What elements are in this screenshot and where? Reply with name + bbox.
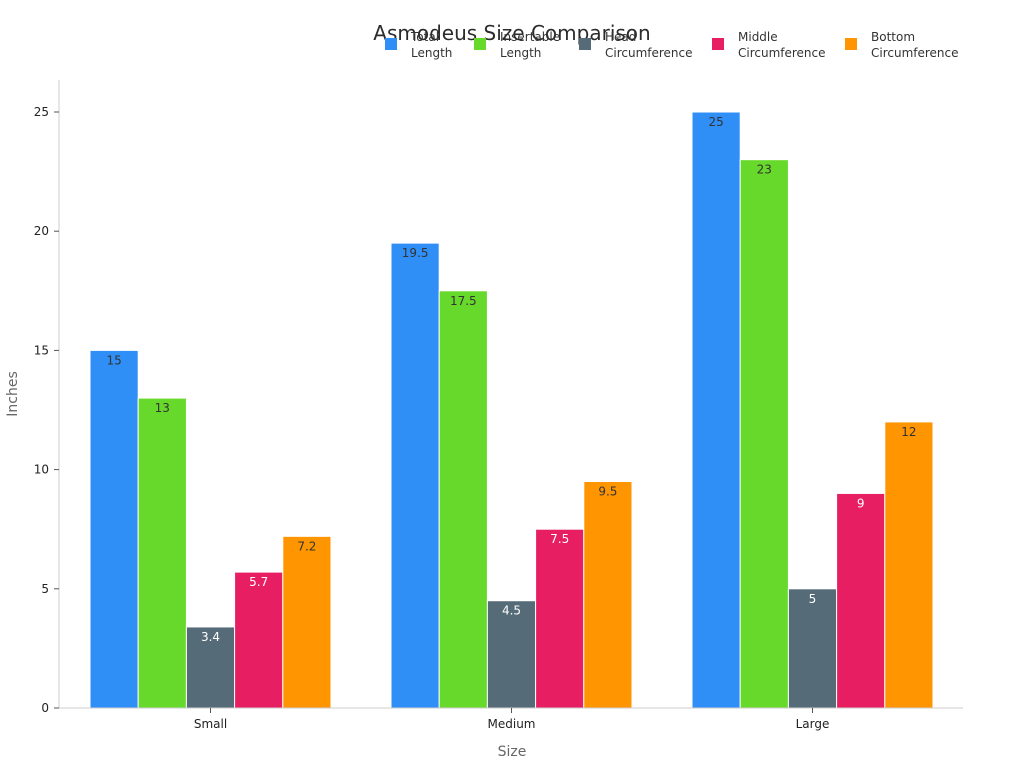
bar-value-label: 15: [106, 353, 121, 367]
bar: [486, 600, 537, 709]
legend: Total Length Insertable Length Head Circumfer…: [385, 30, 959, 60]
bar-value-label: 7.5: [550, 532, 569, 546]
x-tick-label: Medium: [488, 717, 536, 731]
y-tick-label: 25: [34, 105, 49, 119]
bar-value-label: 7.2: [297, 539, 316, 553]
bar: [884, 421, 934, 709]
bar-value-label: 25: [708, 115, 723, 129]
bar: [535, 528, 585, 709]
bar-value-label: 9: [857, 496, 865, 510]
y-tick-label: 0: [41, 701, 49, 715]
legend-label: Head: [605, 30, 636, 44]
chart-title: Asmodeus Size Comparison: [373, 21, 650, 45]
bar-value-label: 23: [757, 163, 772, 177]
legend-label: Insertable: [500, 30, 560, 44]
bar: [390, 242, 440, 709]
bar: [739, 159, 789, 709]
y-tick-label: 15: [34, 343, 49, 357]
bar: [787, 588, 838, 709]
axes-group: 0 5 10 15 20 25 Small Medium Large: [34, 80, 963, 731]
legend-label: Circumference: [605, 46, 693, 60]
bar: [89, 349, 139, 709]
y-tick-label: 10: [34, 463, 49, 477]
bar: [691, 111, 741, 709]
bar-value-label: 5: [809, 592, 817, 606]
y-axis-title: Inches: [5, 371, 21, 416]
bar: [282, 535, 332, 709]
legend-label: Circumference: [871, 46, 959, 60]
bar: [234, 571, 284, 709]
legend-swatch: [474, 38, 486, 50]
legend-swatch: [845, 38, 857, 50]
bar: [583, 481, 633, 709]
bar-value-label: 17.5: [450, 294, 477, 308]
x-axis-title: Size: [498, 744, 527, 760]
legend-label: Circumference: [738, 46, 826, 60]
bars-group: 15 13 3.4 5.7 7.2 19.5 17.5 4.5 7.5 9.5 25 23 5 9 12: [89, 111, 934, 709]
legend-label: Total: [410, 30, 439, 44]
bar: [137, 397, 187, 709]
legend-label: Bottom: [871, 30, 915, 44]
bar-value-label: 4.5: [502, 604, 521, 618]
bar-value-label: 3.4: [201, 630, 220, 644]
legend-label: Length: [500, 46, 541, 60]
bar: [438, 290, 488, 709]
legend-swatch: [579, 38, 591, 50]
legend-swatch: [712, 38, 724, 50]
x-tick-label: Small: [194, 717, 227, 731]
bar-value-label: 13: [155, 401, 170, 415]
y-tick-label: 5: [41, 582, 49, 596]
legend-label: Length: [411, 46, 452, 60]
bar-value-label: 12: [901, 425, 916, 439]
bar: [836, 492, 886, 709]
legend-label: Middle: [738, 30, 778, 44]
bar: [185, 626, 236, 709]
bar-value-label: 19.5: [402, 246, 429, 260]
x-tick-label: Large: [796, 717, 830, 731]
bar-value-label: 9.5: [598, 485, 617, 499]
legend-swatch: [385, 38, 397, 50]
y-tick-label: 20: [34, 224, 49, 238]
bar-value-label: 5.7: [249, 575, 268, 589]
